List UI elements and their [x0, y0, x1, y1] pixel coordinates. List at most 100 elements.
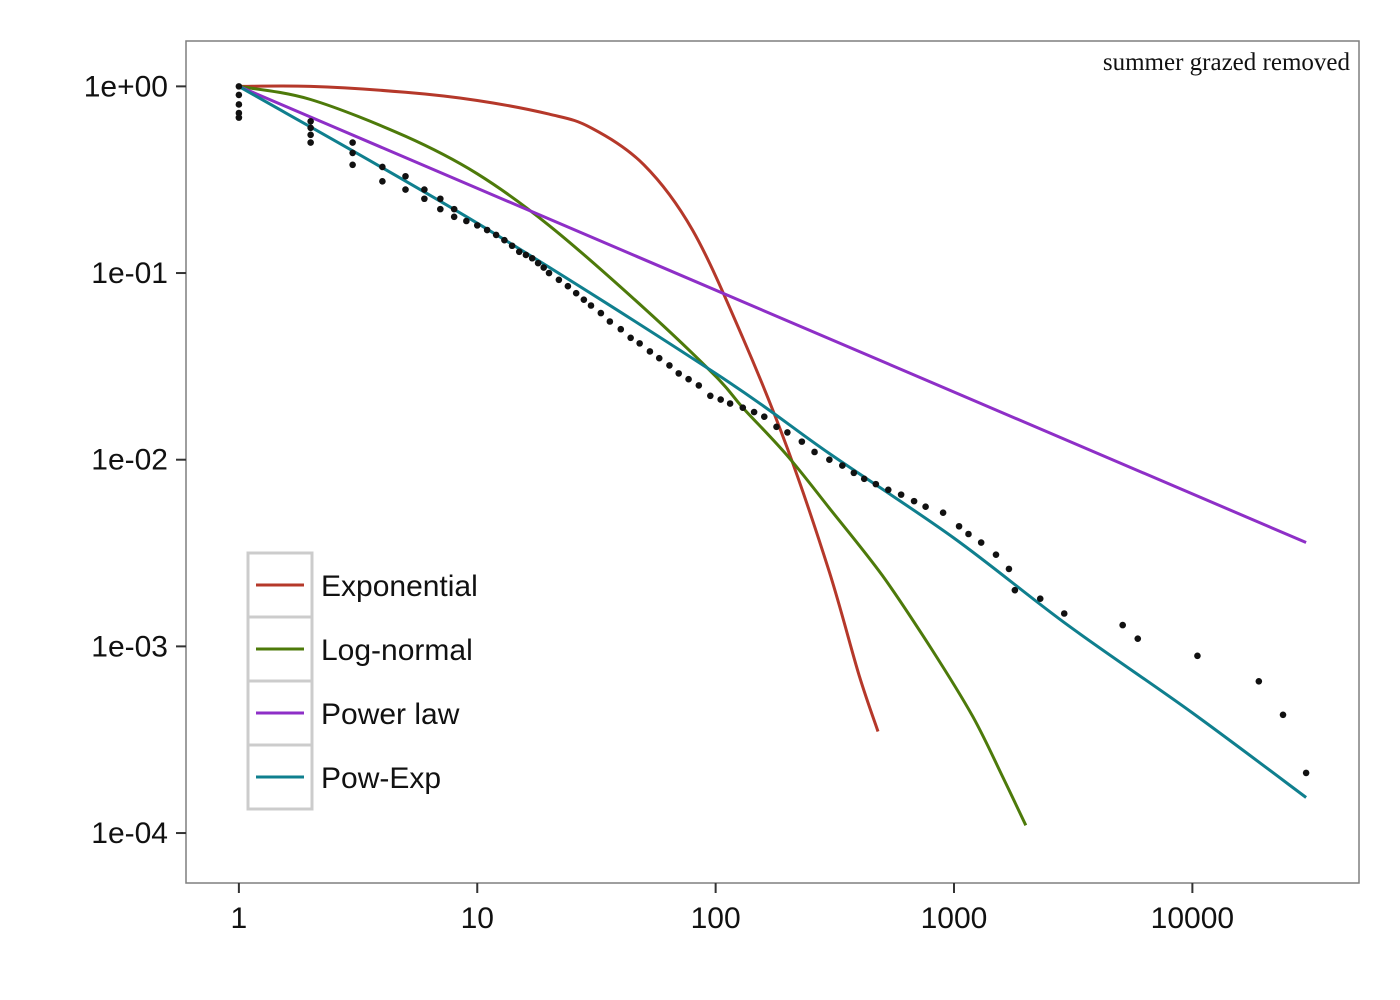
data-point	[646, 348, 654, 355]
data-point	[910, 497, 918, 505]
data-point	[235, 91, 243, 99]
data-point	[839, 462, 846, 469]
data-point	[235, 114, 243, 121]
series-line-exponential	[238, 84, 880, 732]
data-point	[739, 404, 747, 411]
data-point	[977, 539, 985, 546]
data-point	[1119, 621, 1126, 629]
x-axis: 1 10 100 1000 10000	[231, 883, 1234, 935]
data-point	[992, 551, 1000, 558]
data-point	[1302, 769, 1310, 777]
y-tick-label: 1e-03	[91, 630, 168, 663]
data-point	[349, 139, 356, 146]
data-point	[826, 456, 833, 464]
data-point	[572, 289, 580, 297]
legend-label-exponential: Exponential	[321, 570, 478, 603]
y-tick-label: 1e-04	[91, 817, 168, 850]
y-tick-label: 1e-01	[91, 257, 168, 290]
data-point	[307, 117, 314, 125]
data-point	[1194, 652, 1201, 660]
x-tick-label: 10000	[1151, 902, 1234, 935]
data-point	[666, 362, 673, 369]
data-point	[501, 236, 508, 244]
data-point	[1060, 610, 1068, 617]
data-point	[450, 205, 458, 213]
data-point	[760, 413, 768, 420]
data-point	[534, 259, 542, 267]
data-point	[695, 382, 703, 389]
data-point	[522, 251, 530, 259]
legend-label-pow-exp: Pow-Exp	[321, 762, 441, 795]
data-point	[939, 509, 947, 517]
x-tick-label: 1	[231, 902, 248, 935]
data-point	[564, 282, 572, 290]
data-point	[1134, 635, 1142, 642]
data-point	[707, 392, 714, 400]
data-point	[717, 396, 724, 403]
data-point	[515, 248, 523, 256]
data-point	[307, 131, 314, 139]
data-point	[860, 475, 868, 483]
data-point	[421, 186, 428, 193]
plot-panel	[185, 40, 1360, 884]
data-point	[545, 269, 553, 277]
points-layer	[235, 83, 1310, 777]
data-point	[235, 101, 243, 108]
data-point	[1011, 586, 1019, 594]
data-point	[606, 318, 614, 325]
data-point	[307, 124, 314, 132]
data-point	[955, 522, 963, 530]
y-tick-label: 1e-02	[91, 444, 168, 477]
legend-label-power-law: Power law	[321, 698, 460, 731]
data-point	[421, 195, 428, 203]
data-point	[437, 205, 444, 213]
data-point	[655, 354, 663, 362]
data-point	[463, 217, 470, 225]
x-tick-label: 1000	[921, 902, 988, 935]
y-axis: 1e+00 1e-01 1e-02 1e-03 1e-04	[84, 70, 186, 850]
data-point	[773, 423, 780, 431]
data-point	[685, 375, 692, 383]
data-point	[235, 83, 243, 90]
x-tick-label: 100	[691, 902, 741, 935]
data-point	[349, 161, 356, 169]
data-point	[850, 469, 858, 477]
data-point	[402, 172, 409, 180]
data-point	[965, 530, 972, 538]
data-point	[1036, 595, 1044, 603]
annotation-text: summer grazed removed	[1103, 49, 1351, 76]
data-point	[450, 213, 458, 221]
data-point	[540, 264, 548, 271]
data-point	[627, 334, 634, 342]
legend: Exponential Log-normal Power law Pow-Exp	[246, 551, 478, 811]
data-point	[597, 309, 605, 317]
data-point	[555, 276, 563, 284]
data-point	[587, 302, 595, 309]
data-point	[922, 503, 929, 511]
data-point	[528, 254, 536, 262]
data-point	[726, 400, 734, 407]
data-point	[897, 491, 905, 498]
data-point	[811, 448, 818, 456]
data-point	[379, 163, 386, 171]
data-point	[1255, 677, 1263, 685]
data-point	[798, 438, 806, 445]
data-point	[1279, 711, 1287, 719]
data-point	[636, 340, 643, 347]
x-tick-label: 10	[461, 902, 494, 935]
data-point	[349, 149, 356, 157]
data-point	[580, 296, 588, 303]
legend-label-log-normal: Log-normal	[321, 634, 473, 667]
data-point	[784, 429, 791, 436]
data-point	[617, 325, 625, 333]
data-point	[235, 109, 243, 117]
y-tick-label: 1e+00	[84, 70, 168, 103]
series-line-power-law	[238, 85, 1307, 544]
data-point	[483, 226, 491, 234]
data-point	[872, 480, 880, 488]
data-point	[437, 195, 444, 203]
data-point	[379, 178, 386, 185]
data-point	[402, 186, 409, 193]
data-point	[307, 139, 314, 146]
